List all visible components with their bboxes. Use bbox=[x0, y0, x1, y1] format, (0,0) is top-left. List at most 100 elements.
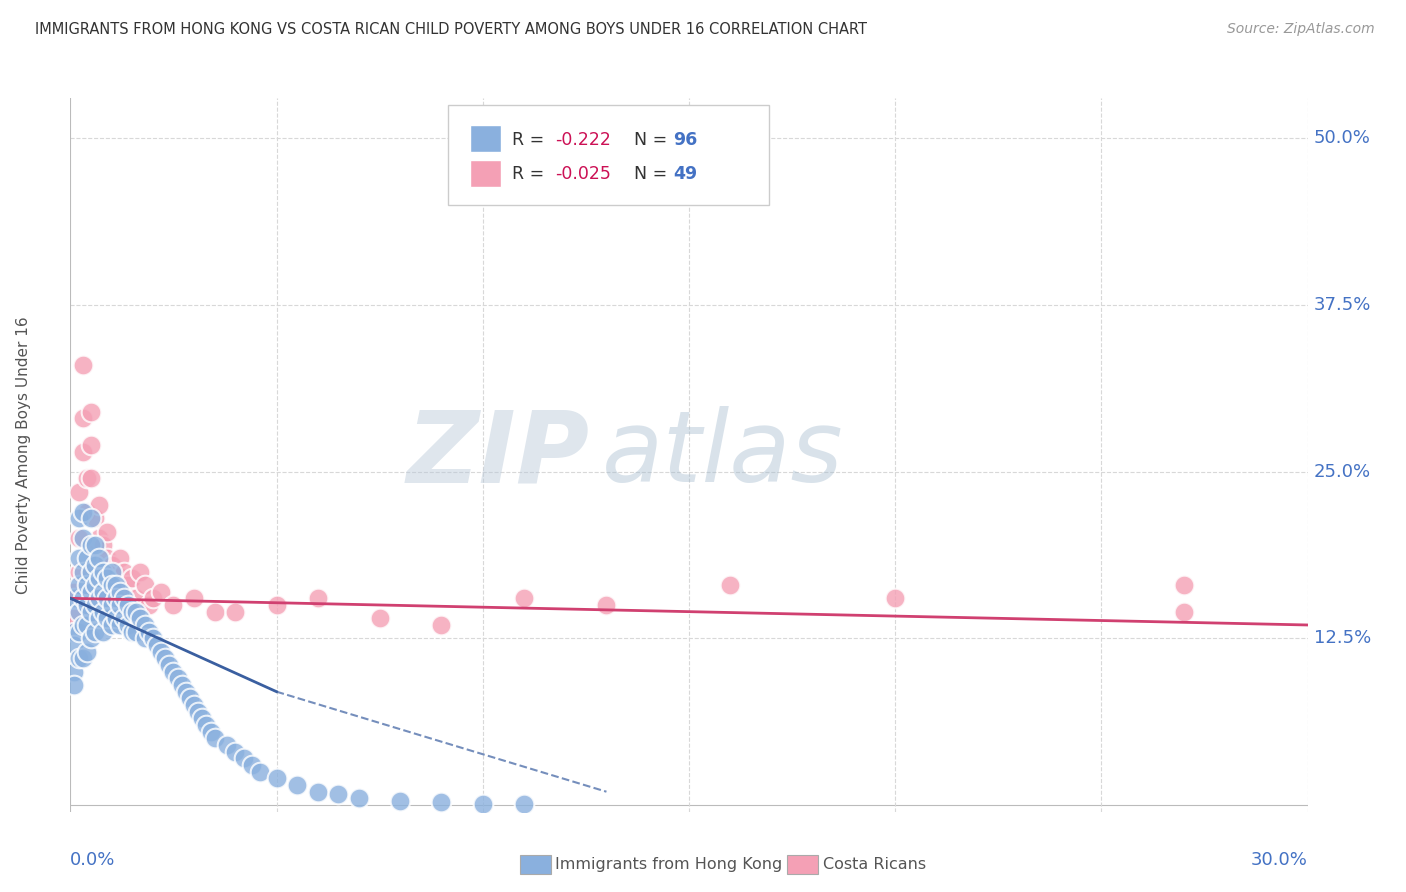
Point bbox=[89, 611, 111, 625]
Text: 49: 49 bbox=[673, 166, 697, 184]
Point bbox=[63, 678, 86, 692]
Point bbox=[104, 565, 127, 579]
Point bbox=[328, 788, 350, 802]
Point bbox=[179, 691, 201, 706]
Point bbox=[513, 797, 536, 811]
Point bbox=[89, 571, 111, 585]
Point bbox=[513, 591, 536, 606]
Point bbox=[1173, 605, 1195, 619]
Point bbox=[285, 778, 308, 792]
Text: atlas: atlas bbox=[602, 407, 844, 503]
Point bbox=[368, 611, 391, 625]
Point bbox=[100, 598, 122, 612]
Point bbox=[266, 772, 288, 786]
Point bbox=[80, 632, 103, 646]
Point bbox=[76, 505, 98, 519]
Point bbox=[134, 618, 156, 632]
Text: Child Poverty Among Boys Under 16: Child Poverty Among Boys Under 16 bbox=[15, 316, 31, 594]
Point bbox=[84, 578, 107, 592]
Point bbox=[104, 578, 127, 592]
Point bbox=[96, 551, 118, 566]
Text: 30.0%: 30.0% bbox=[1251, 851, 1308, 869]
Point bbox=[80, 404, 103, 418]
Point bbox=[162, 598, 184, 612]
Point bbox=[138, 598, 160, 612]
Point bbox=[307, 591, 329, 606]
FancyBboxPatch shape bbox=[470, 161, 501, 187]
Point bbox=[76, 645, 98, 659]
Point bbox=[125, 605, 148, 619]
Point bbox=[91, 584, 114, 599]
Point bbox=[89, 591, 111, 606]
Point bbox=[67, 624, 90, 639]
Point bbox=[204, 731, 226, 746]
Point bbox=[89, 531, 111, 545]
Point bbox=[96, 571, 118, 585]
Text: 37.5%: 37.5% bbox=[1313, 296, 1371, 314]
Point bbox=[72, 505, 94, 519]
Point bbox=[125, 591, 148, 606]
Text: 0.0%: 0.0% bbox=[70, 851, 115, 869]
Point bbox=[108, 598, 131, 612]
Point bbox=[76, 471, 98, 485]
Point bbox=[150, 584, 173, 599]
Point bbox=[96, 591, 118, 606]
Point bbox=[215, 738, 238, 752]
Point bbox=[63, 591, 86, 606]
Point bbox=[63, 638, 86, 652]
Point bbox=[174, 684, 197, 698]
Point bbox=[204, 605, 226, 619]
Point bbox=[72, 591, 94, 606]
Point bbox=[153, 651, 176, 665]
Text: ZIP: ZIP bbox=[406, 407, 591, 503]
Point bbox=[347, 791, 370, 805]
Point bbox=[84, 558, 107, 572]
Point bbox=[200, 724, 222, 739]
Point bbox=[134, 632, 156, 646]
Point bbox=[96, 524, 118, 539]
Point bbox=[84, 544, 107, 558]
Point bbox=[117, 578, 139, 592]
Point bbox=[108, 551, 131, 566]
Point bbox=[72, 565, 94, 579]
Point bbox=[150, 645, 173, 659]
Point bbox=[100, 578, 122, 592]
Point bbox=[224, 745, 246, 759]
Text: Source: ZipAtlas.com: Source: ZipAtlas.com bbox=[1227, 22, 1375, 37]
Text: 25.0%: 25.0% bbox=[1313, 463, 1371, 481]
Point bbox=[112, 591, 135, 606]
Point bbox=[183, 698, 205, 712]
Point bbox=[129, 611, 152, 625]
Point bbox=[162, 665, 184, 679]
Point bbox=[100, 558, 122, 572]
Text: R =: R = bbox=[512, 130, 550, 148]
Point bbox=[108, 618, 131, 632]
Point bbox=[389, 794, 412, 808]
Point bbox=[142, 591, 165, 606]
Point bbox=[100, 618, 122, 632]
Point bbox=[108, 584, 131, 599]
Text: IMMIGRANTS FROM HONG KONG VS COSTA RICAN CHILD POVERTY AMONG BOYS UNDER 16 CORRE: IMMIGRANTS FROM HONG KONG VS COSTA RICAN… bbox=[35, 22, 868, 37]
Point bbox=[91, 605, 114, 619]
Point bbox=[80, 471, 103, 485]
Point bbox=[430, 796, 453, 810]
Text: -0.222: -0.222 bbox=[555, 130, 612, 148]
Point bbox=[80, 538, 103, 552]
Point bbox=[129, 565, 152, 579]
Point bbox=[430, 618, 453, 632]
Point bbox=[108, 578, 131, 592]
Point bbox=[72, 444, 94, 458]
Point bbox=[249, 764, 271, 779]
Point bbox=[100, 565, 122, 579]
Point bbox=[183, 591, 205, 606]
Point bbox=[67, 511, 90, 525]
Point bbox=[1173, 578, 1195, 592]
Point bbox=[146, 638, 169, 652]
Point bbox=[80, 511, 103, 525]
Point bbox=[67, 578, 90, 592]
Point bbox=[84, 511, 107, 525]
Point bbox=[63, 611, 86, 625]
Point bbox=[112, 611, 135, 625]
Point bbox=[67, 484, 90, 499]
Text: Costa Ricans: Costa Ricans bbox=[823, 857, 925, 871]
